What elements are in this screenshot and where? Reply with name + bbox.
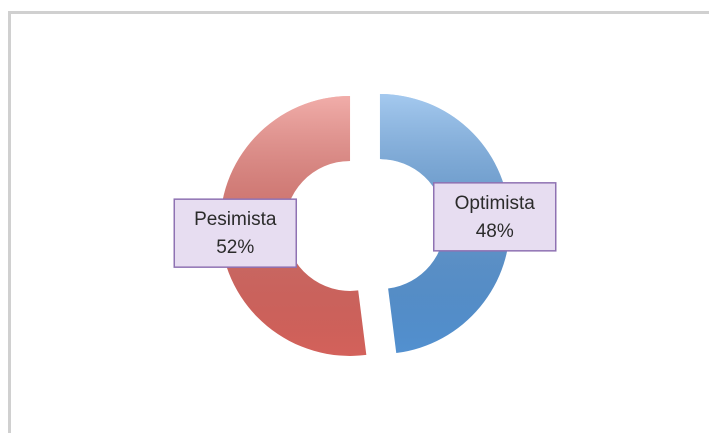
frame (8, 11, 709, 433)
value-label: 48% (476, 221, 514, 242)
category-label: Pesimista (194, 209, 277, 230)
label-box (173, 198, 298, 268)
value-label: 52% (216, 237, 254, 258)
data-label: Pesimista 52% (173, 198, 298, 268)
data-label: Optimista 48% (432, 182, 557, 252)
plot: Optimista 48% Pesimista 52% (173, 94, 557, 356)
label-box (432, 182, 557, 252)
segment-shade (220, 95, 367, 356)
category-label: Optimista (455, 193, 536, 214)
